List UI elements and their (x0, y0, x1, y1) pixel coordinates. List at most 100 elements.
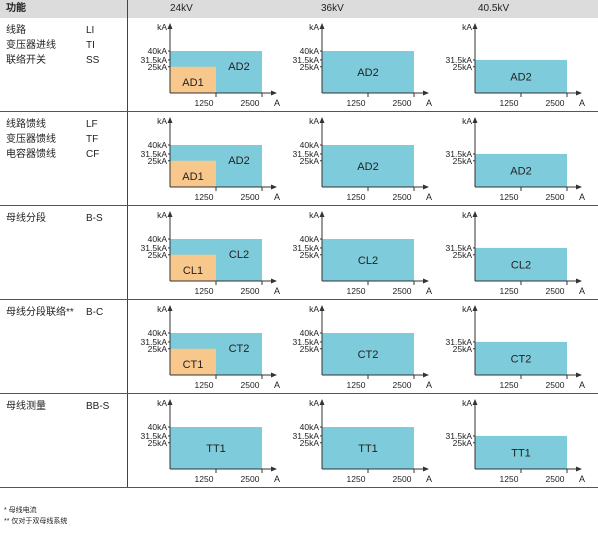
row-separator (0, 205, 598, 206)
x-axis-arrow-icon (271, 372, 277, 378)
x-axis-unit: A (426, 380, 432, 390)
x-tick-label: 1250 (347, 286, 366, 296)
y-tick-label: 31.5kA (293, 243, 320, 253)
x-tick-label: 2500 (546, 474, 565, 484)
zone-label: AD2 (228, 61, 249, 73)
y-axis-arrow-icon (319, 23, 325, 29)
y-tick-label: 25kA (300, 344, 320, 354)
x-axis-unit: A (274, 380, 280, 390)
zone-label: CT1 (183, 359, 204, 371)
y-tick-label: 25kA (148, 156, 168, 166)
zone-ct1 (170, 348, 216, 375)
x-tick-label: 2500 (241, 286, 260, 296)
x-tick-label: 2500 (241, 380, 260, 390)
x-axis-unit: A (274, 192, 280, 202)
x-tick-label: 1250 (195, 286, 214, 296)
row-divider (127, 300, 128, 394)
x-axis-unit: A (426, 192, 432, 202)
x-axis-arrow-icon (271, 90, 277, 96)
y-axis-unit: kA (462, 210, 472, 220)
zone-ad1 (170, 66, 216, 93)
y-tick-label: 40kA (148, 234, 168, 244)
x-tick-label: 1250 (500, 286, 519, 296)
x-axis-arrow-icon (423, 372, 429, 378)
x-axis-unit: A (274, 474, 280, 484)
y-axis-arrow-icon (319, 305, 325, 311)
zone-label: CT2 (511, 353, 532, 365)
x-axis-unit: A (579, 474, 585, 484)
y-axis-arrow-icon (472, 23, 478, 29)
x-axis-arrow-icon (423, 466, 429, 472)
zone-cl1 (170, 254, 216, 281)
x-axis-arrow-icon (271, 466, 277, 472)
function-code: TI (86, 40, 95, 51)
function-code: TF (86, 134, 99, 145)
function-name: 线路 (6, 25, 26, 36)
function-code: B-S (86, 213, 103, 224)
y-tick-label: 31.5kA (141, 243, 168, 253)
function-code: B-C (86, 307, 104, 318)
zone-label: CT2 (358, 349, 379, 361)
zone-ad2 (322, 51, 414, 93)
zone-label: AD2 (357, 67, 378, 79)
voltage-header-40-5kv: 40.5kV (478, 3, 510, 14)
x-axis-unit: A (579, 286, 585, 296)
zone-label: AD1 (182, 171, 203, 183)
x-axis-arrow-icon (576, 278, 582, 284)
y-axis-unit: kA (462, 398, 472, 408)
y-axis-arrow-icon (472, 117, 478, 123)
y-tick-label: 31.5kA (446, 337, 473, 347)
footnote-busbar-current: * 母线电流 (4, 507, 37, 514)
y-tick-label: 40kA (148, 328, 168, 338)
y-tick-label: 25kA (453, 438, 473, 448)
row-divider (127, 394, 128, 488)
y-tick-label: 31.5kA (293, 149, 320, 159)
zone-tt1 (170, 427, 262, 469)
y-tick-label: 31.5kA (293, 337, 320, 347)
y-tick-label: 40kA (300, 46, 320, 56)
y-tick-label: 25kA (300, 156, 320, 166)
y-axis-unit: kA (462, 116, 472, 126)
y-axis-unit: kA (157, 22, 167, 32)
function-name: 变压器进线 (6, 40, 56, 51)
y-axis-arrow-icon (472, 211, 478, 217)
y-axis-arrow-icon (167, 399, 173, 405)
y-axis-unit: kA (309, 210, 319, 220)
row-separator (0, 299, 598, 300)
x-tick-label: 1250 (347, 474, 366, 484)
y-tick-label: 31.5kA (293, 55, 320, 65)
y-tick-label: 25kA (148, 438, 168, 448)
x-tick-label: 1250 (195, 192, 214, 202)
x-tick-label: 2500 (393, 98, 412, 108)
function-code: SS (86, 55, 100, 66)
y-tick-label: 25kA (148, 62, 168, 72)
y-axis-arrow-icon (472, 305, 478, 311)
zone-cl2 (322, 239, 414, 281)
y-tick-label: 40kA (148, 422, 168, 432)
x-tick-label: 1250 (500, 192, 519, 202)
voltage-header-24kv: 24kV (170, 3, 193, 14)
y-axis-arrow-icon (319, 399, 325, 405)
y-axis-unit: kA (157, 210, 167, 220)
y-axis-unit: kA (157, 116, 167, 126)
x-tick-label: 2500 (393, 192, 412, 202)
x-tick-label: 1250 (195, 474, 214, 484)
y-axis-arrow-icon (167, 23, 173, 29)
function-code: LF (86, 119, 98, 130)
function-name: 电容器馈线 (6, 149, 56, 160)
y-tick-label: 40kA (148, 46, 168, 56)
x-tick-label: 2500 (393, 380, 412, 390)
y-tick-label: 25kA (300, 62, 320, 72)
y-tick-label: 31.5kA (446, 243, 473, 253)
zone-label: CT2 (229, 343, 250, 355)
zone-label: AD2 (510, 165, 531, 177)
y-axis-arrow-icon (167, 117, 173, 123)
x-tick-label: 2500 (546, 380, 565, 390)
voltage-header-36kv: 36kV (321, 3, 344, 14)
